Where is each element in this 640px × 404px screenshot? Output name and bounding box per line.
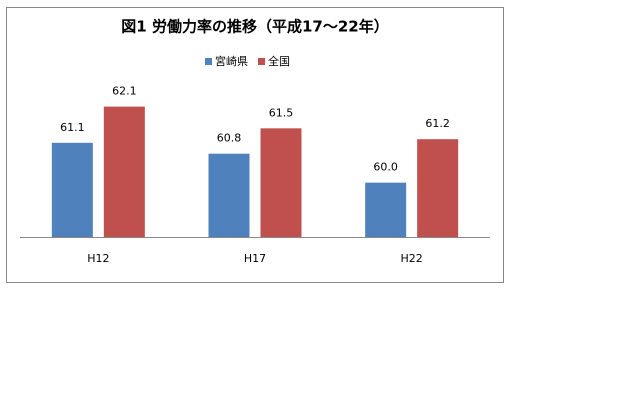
value-label: 60.0 xyxy=(373,161,398,174)
legend-label: 全国 xyxy=(268,54,290,68)
legend-swatch xyxy=(205,58,212,65)
bar xyxy=(208,153,250,237)
bar xyxy=(365,182,407,237)
bar xyxy=(260,128,302,237)
value-label: 61.5 xyxy=(269,106,294,119)
value-label: 61.2 xyxy=(425,117,450,130)
bar xyxy=(103,106,145,237)
x-tick-label: H17 xyxy=(244,252,266,265)
bar xyxy=(51,142,93,237)
legend-label: 宮崎県 xyxy=(215,54,248,68)
value-label: 61.1 xyxy=(60,121,85,134)
value-label: 62.1 xyxy=(112,85,137,98)
legend-swatch xyxy=(258,58,265,65)
value-label: 60.8 xyxy=(217,132,242,145)
bar xyxy=(417,139,459,237)
chart-title: 図1 労働力率の推移（平成17～22年） xyxy=(121,18,388,36)
x-tick-label: H12 xyxy=(87,252,109,265)
x-tick-label: H22 xyxy=(401,252,423,265)
